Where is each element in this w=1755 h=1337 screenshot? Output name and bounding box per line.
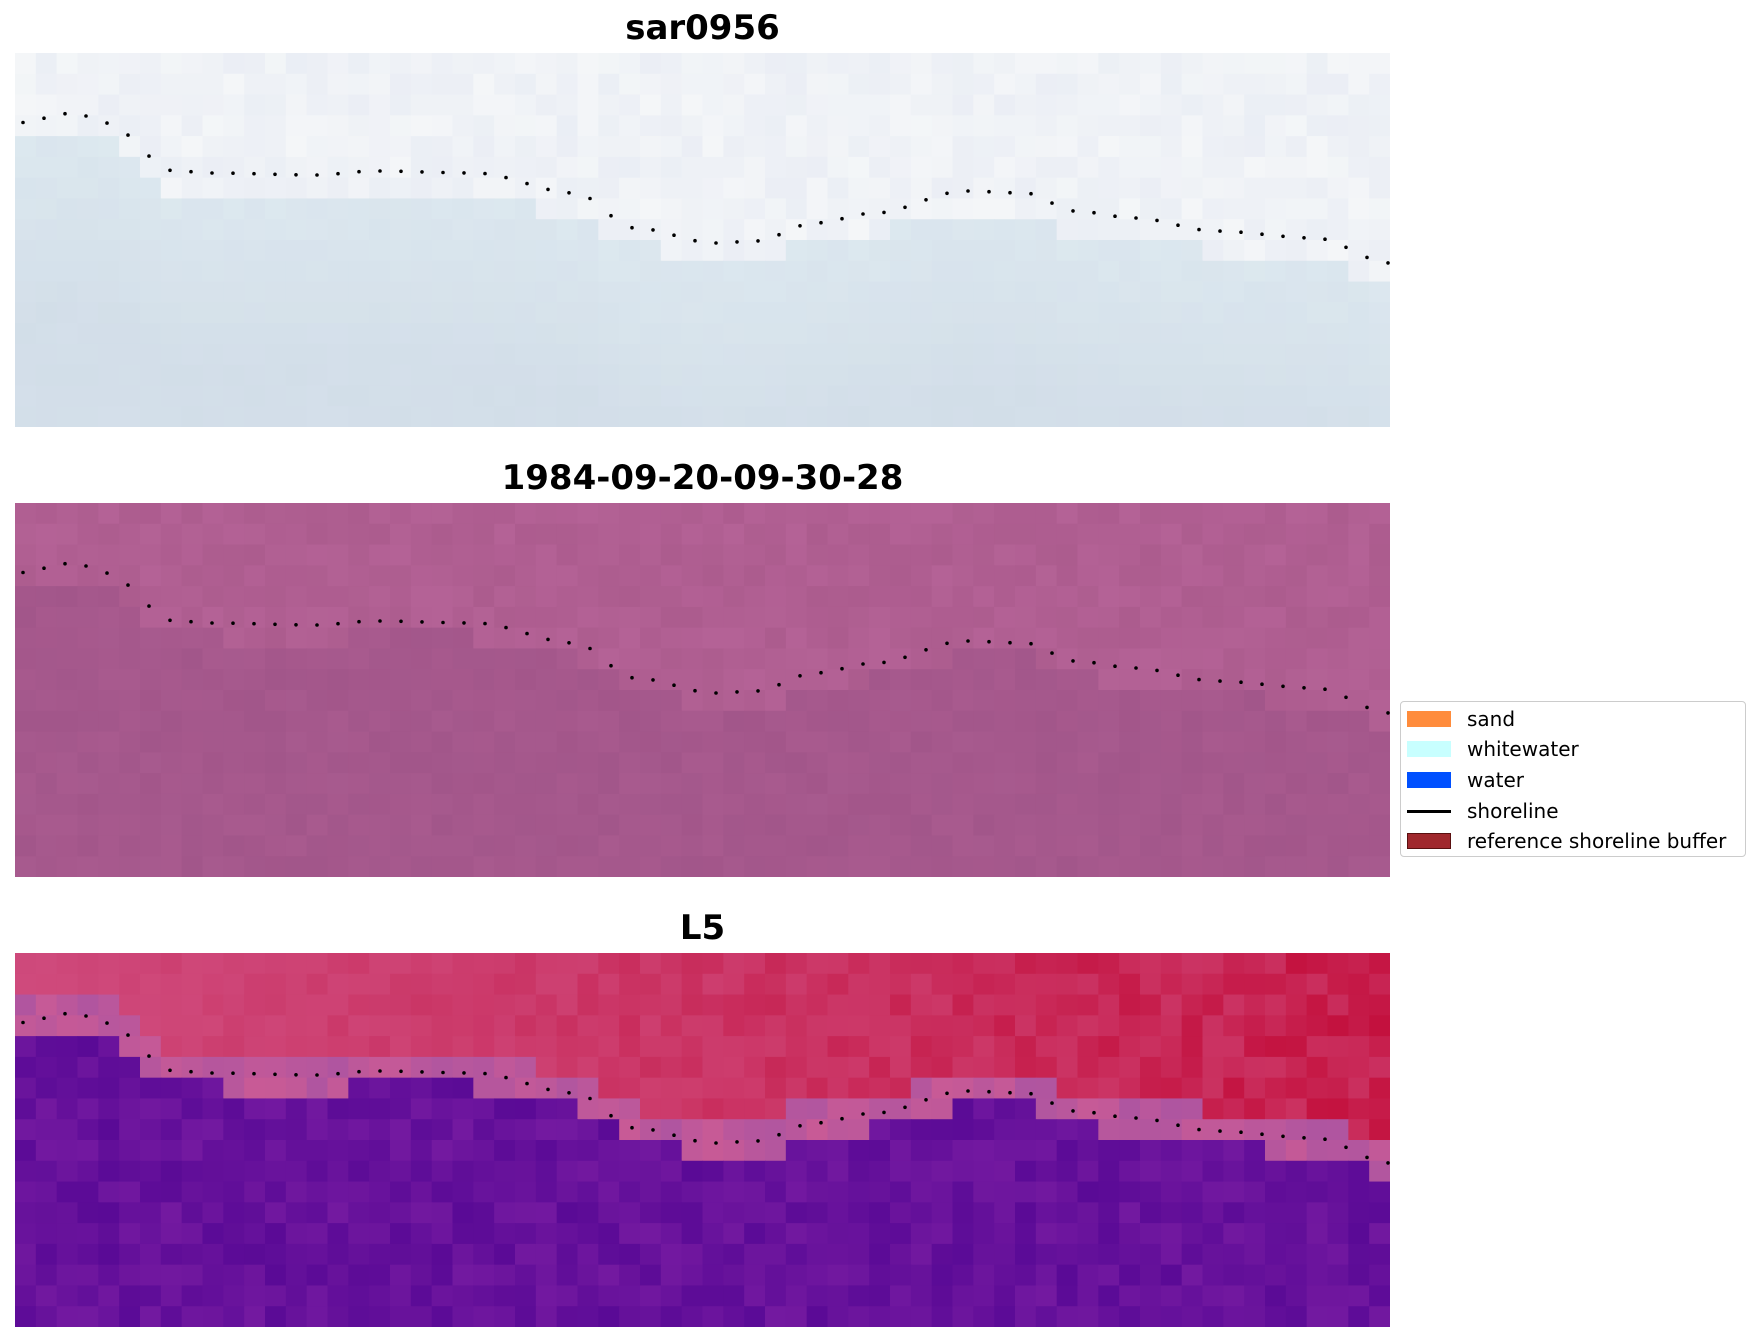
legend-label-water: water [1467,768,1524,792]
index-shoreline-dots [21,561,1390,715]
sand-swatch [1407,711,1451,727]
panel-title-classified: L5 [679,908,726,948]
water-swatch [1407,772,1451,788]
legend-item-water: water [1407,767,1524,793]
legend-label-reference-buffer: reference shoreline buffer [1467,829,1727,853]
panel-title-index: 1984-09-20-09-30-28 [501,458,904,498]
legend-item-whitewater: whitewater [1407,736,1579,762]
panel-title-rgb: sar0956 [625,8,780,48]
classified-image [15,953,1390,1327]
panel-index-image [15,503,1390,877]
index-image [15,503,1390,877]
legend-label-shoreline: shoreline [1467,799,1559,823]
reference-buffer-swatch [1407,833,1451,849]
rgb-shoreline-dots [21,111,1390,265]
legend-label-sand: sand [1467,707,1516,731]
panel-rgb-image [15,53,1390,427]
legend-item-shoreline: shoreline [1407,798,1559,824]
classified-shoreline-dots [21,1011,1390,1165]
legend: sand whitewater water shoreline referenc… [1400,701,1746,857]
whitewater-swatch [1407,741,1451,757]
legend-item-sand: sand [1407,706,1515,732]
legend-label-whitewater: whitewater [1467,737,1579,761]
shoreline-line-sample [1407,809,1451,813]
panel-classified-image [15,953,1390,1327]
legend-item-reference-buffer: reference shoreline buffer [1407,828,1726,854]
rgb-image [15,53,1390,427]
